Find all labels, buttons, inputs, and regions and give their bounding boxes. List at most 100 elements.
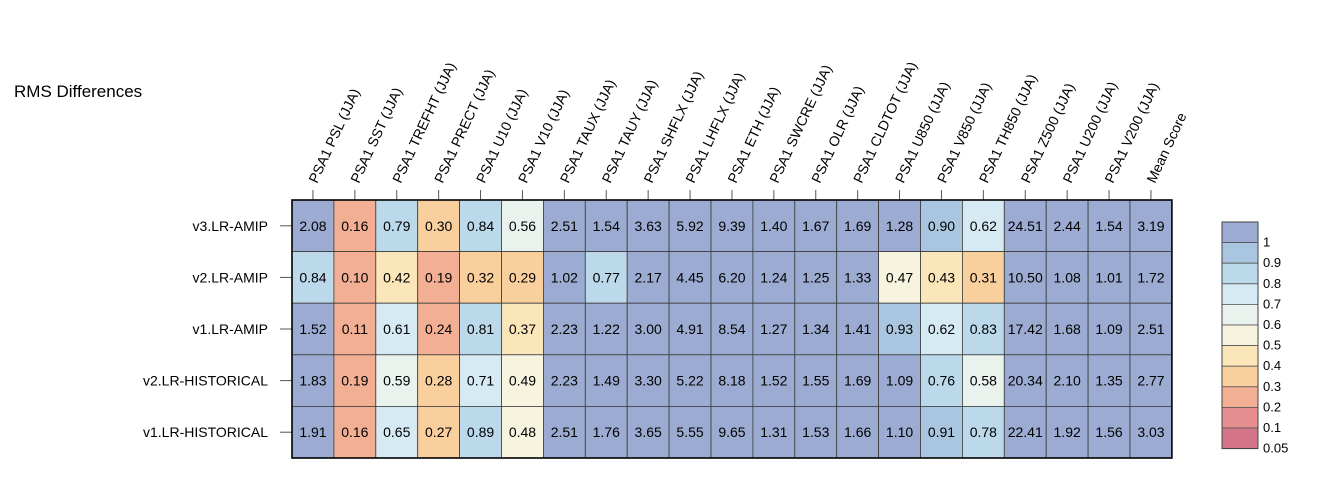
cell-value-label: 0.81 [467,321,494,337]
heatmap-cell [584,251,628,304]
heatmap-cell [584,199,628,252]
heatmap-cell [836,405,880,459]
cell-value-label: 0.78 [970,424,997,440]
cell-value-label: 3.65 [635,424,662,440]
cell-value-label: 2.23 [551,373,578,389]
cell-value-label: 24.51 [1008,218,1043,234]
heatmap-cell [794,302,838,356]
heatmap-cell [1087,302,1131,356]
cell-value-label: 1.49 [593,373,620,389]
heatmap-cell [291,199,335,252]
heatmap-cell [417,354,461,407]
cell-value-label: 1.56 [1095,424,1122,440]
colorbar-border [1221,221,1259,450]
colorbar-label: 1 [1263,235,1270,250]
cell-value-label: 0.62 [928,321,955,337]
heatmap-cells: 2.08 0.16 0.79 0.30 0.84 0.56 2.51 1.54 3.63 5.92… [291,199,1173,459]
row-label: v2.LR-AMIP [193,269,268,285]
heatmap-cell [543,251,586,304]
heatmap-cell [920,354,963,407]
heatmap-cell [878,354,921,407]
chart-title: RMS Differences [14,82,142,101]
row-label: v2.LR-HISTORICAL [143,373,268,389]
cell-value-label: 1.54 [1095,218,1122,234]
heatmap-cell [710,302,754,356]
colorbar-swatch [1221,386,1259,408]
cell-value-label: 9.39 [718,218,745,234]
colorbar-swatch [1221,283,1259,305]
heatmap-cell [794,354,838,407]
cell-value-label: 0.76 [928,373,955,389]
cell-value-label: 1.69 [844,373,871,389]
heatmap-cell [668,354,712,407]
cell-value-label: 3.03 [1137,424,1164,440]
heatmap-cell [1045,302,1089,356]
cell-value-label: 1.67 [802,218,829,234]
cell-value-label: 1.92 [1054,424,1081,440]
cell-value-label: 17.42 [1008,321,1043,337]
heatmap-cell [668,251,712,304]
heatmap-cell [375,405,419,459]
cell-value-label: 1.08 [1054,269,1081,285]
heatmap-cell [878,199,921,252]
cell-value-label: 0.32 [467,269,494,285]
cell-value-label: 2.17 [635,269,662,285]
cell-value-label: 1.35 [1095,373,1122,389]
heatmap-cell [878,405,921,459]
cell-value-label: 0.84 [299,269,326,285]
heatmap-cell [878,302,921,356]
heatmap-cell [626,251,670,304]
heatmap-cell [962,354,1005,407]
heatmap-cell [459,354,502,407]
cell-value-label: 0.79 [383,218,410,234]
cell-value-label: 5.92 [676,218,703,234]
cell-value-label: 0.29 [509,269,536,285]
heatmap-cell [1129,302,1173,356]
colorbar-swatch [1221,365,1259,388]
colorbar-swatch [1221,221,1259,244]
cell-value-label: 0.16 [341,218,368,234]
cell-value-label: 3.63 [635,218,662,234]
cell-value-label: 0.42 [383,269,410,285]
cell-value-label: 0.61 [383,321,410,337]
heatmap-cell [962,199,1005,252]
heatmap-cell [626,354,670,407]
colorbar-swatch [1221,303,1259,326]
cell-value-label: 0.30 [425,218,452,234]
cell-value-label: 1.09 [1095,321,1122,337]
colorbar-legend: 1 0.9 0.8 0.7 0.6 0.5 0.4 0.3 0.2 0.1 0.05 [1221,221,1288,456]
cell-value-label: 2.10 [1054,373,1081,389]
colorbar-swatch [1221,262,1259,285]
heatmap-cell [417,251,461,304]
cell-value-label: 0.49 [509,373,536,389]
heatmap-cell [920,251,963,304]
colorbar-swatch [1221,406,1259,429]
cell-value-label: 1.09 [886,373,913,389]
cell-value-label: 0.10 [341,269,368,285]
cell-value-label: 1.28 [886,218,913,234]
heatmap-cell [417,405,461,459]
cell-value-label: 0.62 [970,218,997,234]
heatmap-cell [375,354,419,407]
heatmap-cell [459,405,502,459]
cell-value-label: 6.20 [718,269,745,285]
colorbar-label: 0.05 [1263,441,1288,456]
heatmap-cell [291,354,335,407]
heatmap-cell [710,354,754,407]
heatmap-cell [752,354,796,407]
heatmap-cell [459,199,502,252]
cell-value-label: 1.40 [760,218,787,234]
cell-value-label: 4.91 [676,321,703,337]
cell-value-label: 0.56 [509,218,536,234]
colorbar-label: 0.2 [1263,399,1281,414]
cell-value-label: 2.08 [299,218,326,234]
cell-value-label: 0.83 [970,321,997,337]
heatmap-cell [878,251,921,304]
cell-value-label: 0.43 [928,269,955,285]
cell-value-label: 0.59 [383,373,410,389]
row-label: v1.LR-HISTORICAL [143,424,268,440]
cell-value-label: 1.66 [844,424,871,440]
cell-value-label: 0.16 [341,424,368,440]
heatmap-cell [752,405,796,459]
